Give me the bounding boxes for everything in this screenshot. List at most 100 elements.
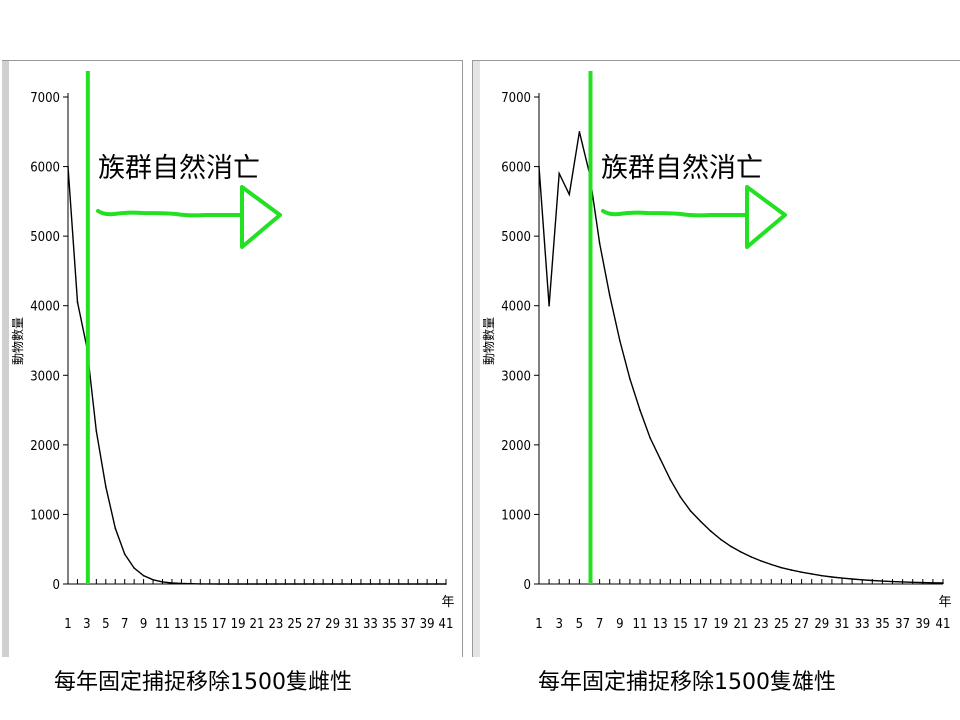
data-point — [67, 165, 69, 168]
data-point — [760, 560, 762, 562]
data-point — [209, 583, 211, 585]
data-point — [659, 458, 661, 460]
data-point — [275, 583, 277, 585]
data-point — [218, 583, 220, 585]
y-tick-label: 2000 — [501, 439, 531, 454]
data-point — [312, 583, 315, 585]
x-tick-label: 17 — [212, 617, 227, 632]
data-point — [851, 578, 853, 580]
data-point — [750, 556, 752, 558]
annotation-extinction: 族群自然消亡 — [98, 153, 260, 184]
data-point — [388, 583, 391, 585]
data-point — [558, 172, 560, 175]
chart-panel-female: 0 1000 2000 3000 4000 5000 6000 7000 1 3 5 7 9 11 13 15… — [2, 60, 463, 657]
data-point — [322, 583, 324, 585]
data-point — [598, 242, 601, 244]
x-tick-label: 33 — [363, 617, 378, 632]
data-point — [841, 577, 843, 579]
x-tick-label: 7 — [596, 617, 603, 632]
panel-edge-rail — [2, 61, 9, 657]
x-tick-label: 29 — [814, 617, 829, 632]
x-tick-label: 15 — [193, 617, 208, 632]
x-tick-label: 27 — [306, 617, 321, 632]
data-point — [416, 583, 419, 585]
data-point — [831, 576, 833, 578]
x-tick-label: 33 — [855, 617, 870, 632]
x-tick-label: 35 — [382, 617, 397, 632]
data-point — [861, 579, 863, 581]
x-tick-label: 25 — [774, 617, 789, 632]
x-tick-label: 23 — [754, 617, 769, 632]
panel-edge-rail — [473, 61, 480, 657]
data-point — [790, 569, 793, 571]
caption-male-removal: 每年固定捕捉移除1500隻雄性 — [538, 670, 836, 695]
y-tick-label: 6000 — [30, 161, 60, 176]
data-point — [303, 583, 306, 585]
x-tick-label: 35 — [875, 617, 890, 632]
y-tick-label: 1000 — [501, 508, 531, 523]
x-tick-label: 21 — [250, 617, 265, 632]
x-tick-label: 41 — [936, 617, 951, 632]
data-point — [161, 581, 164, 583]
x-tick-label: 29 — [325, 617, 340, 632]
data-point — [435, 583, 438, 585]
x-tick-label: 25 — [287, 617, 302, 632]
data-point — [538, 165, 540, 168]
x-tick-label: 11 — [633, 617, 648, 632]
y-tick-label: 4000 — [30, 300, 60, 315]
data-point — [142, 574, 145, 577]
y-tick-label: 3000 — [30, 369, 60, 384]
x-tick-label: 17 — [693, 617, 708, 632]
x-tick-label: 1 — [535, 617, 542, 632]
data-point — [689, 510, 692, 512]
data-point — [133, 567, 135, 569]
data-point — [871, 579, 874, 582]
x-tick-label: 37 — [895, 617, 910, 632]
data-point — [881, 580, 884, 582]
y-tick-label: 7000 — [30, 91, 60, 106]
arrow-head — [745, 185, 787, 249]
data-point — [331, 583, 334, 585]
x-tick-label: 9 — [616, 617, 623, 632]
data-point — [398, 583, 400, 585]
y-axis-label: 動物數量 — [11, 317, 25, 365]
x-tick-label: 31 — [344, 617, 359, 632]
data-point — [720, 538, 722, 541]
data-point — [699, 520, 702, 523]
series-line-population — [538, 131, 944, 584]
x-tick-label: 11 — [155, 617, 170, 632]
data-point — [639, 409, 641, 411]
y-tick-label: 2000 — [30, 439, 60, 454]
x-tick-label: 1 — [64, 617, 71, 632]
x-tick-label: 13 — [174, 617, 189, 632]
data-point — [730, 545, 732, 548]
annotation-extinction: 族群自然消亡 — [601, 153, 763, 184]
data-point — [679, 496, 682, 498]
data-point — [901, 581, 904, 583]
data-point — [180, 582, 183, 585]
data-point — [152, 579, 154, 581]
data-point — [770, 563, 773, 566]
x-tick-label: 21 — [734, 617, 749, 632]
data-point — [548, 304, 550, 307]
data-point — [237, 583, 239, 585]
y-tick-label: 5000 — [30, 230, 60, 245]
x-tick-label: 37 — [401, 617, 416, 632]
data-point — [114, 527, 117, 530]
x-tick-label: 27 — [794, 617, 809, 632]
data-point — [76, 301, 79, 303]
x-tick-label: 39 — [915, 617, 930, 632]
data-point — [360, 583, 362, 585]
y-tick-label: 0 — [524, 578, 531, 593]
caption-female-removal: 每年固定捕捉移除1500隻雌性 — [54, 670, 352, 695]
data-point — [669, 478, 672, 481]
x-tick-label: 7 — [121, 617, 128, 632]
x-tick-label: 23 — [268, 617, 283, 632]
data-point — [608, 294, 611, 297]
y-tick-label: 5000 — [501, 230, 531, 245]
x-tick-label: 5 — [576, 617, 583, 632]
data-point — [780, 566, 783, 569]
x-axis-label: 年 — [441, 595, 454, 610]
data-point — [629, 378, 631, 380]
data-point — [709, 530, 712, 532]
